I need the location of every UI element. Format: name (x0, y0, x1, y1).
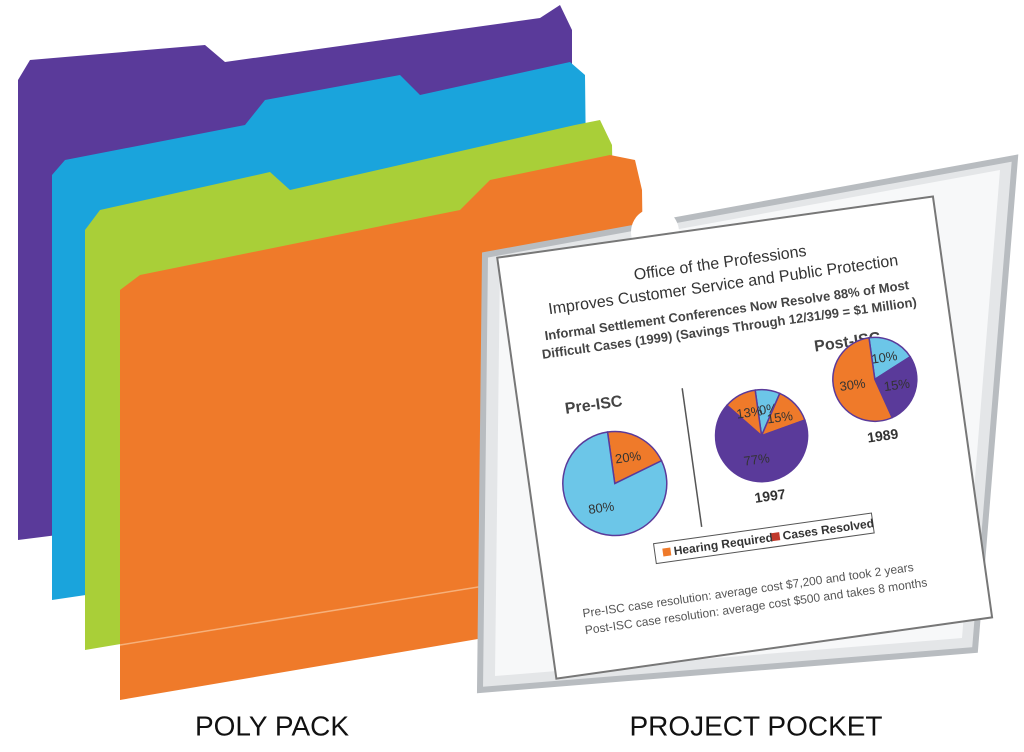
legend-swatch (771, 532, 781, 542)
legend-box (652, 512, 875, 565)
product-label: POLY PACK (195, 710, 349, 741)
slice-label: 10% (870, 348, 898, 367)
pie-slice (606, 430, 663, 485)
product-label: PROJECT POCKET (629, 710, 882, 741)
divider (681, 388, 703, 527)
pie-slice (725, 389, 763, 438)
pie-slice (714, 404, 809, 483)
legend-swatch (662, 547, 672, 557)
document: Office of the Professions Improves Custo… (496, 195, 994, 680)
pie-slice (832, 336, 894, 423)
slice-label: 77% (743, 450, 771, 469)
pie-caption: 1989 (866, 425, 899, 445)
slice-label: 15% (883, 376, 911, 395)
slice-label: 13% (735, 403, 763, 422)
slice-label: 15% (766, 408, 794, 427)
slice-label: 80% (587, 498, 615, 517)
pie-caption: 1997 (753, 486, 786, 506)
slice-label: 20% (614, 448, 642, 467)
pie-slice (562, 431, 668, 537)
slice-label: 30% (839, 375, 867, 394)
pie-slice (868, 336, 912, 381)
